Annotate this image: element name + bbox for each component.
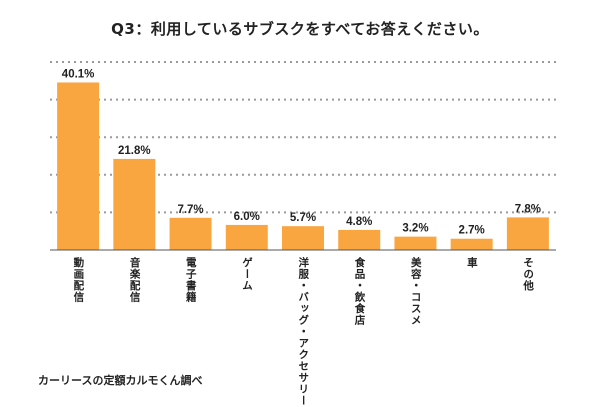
- category-label-4: ゲーム: [241, 257, 254, 292]
- category-label-2: 音楽配信: [128, 257, 141, 303]
- category-label-9: その他: [522, 257, 535, 292]
- category-label-5: 洋服・バッグ・アクセサリー: [297, 257, 310, 407]
- bar-7: [394, 236, 437, 250]
- value-label-4: 6.0%: [234, 211, 260, 223]
- category-label-3: 電子書籍: [184, 257, 197, 303]
- value-label-9: 7.8%: [515, 203, 541, 215]
- bar-5: [282, 226, 324, 250]
- category-label-7: 美容・コスメ: [409, 257, 422, 326]
- bars: [57, 82, 549, 251]
- bar-8: [450, 238, 493, 250]
- value-label-3: 7.7%: [177, 204, 203, 216]
- bar-9: [506, 217, 549, 250]
- bar-1: [57, 82, 100, 251]
- value-label-2: 21.8%: [118, 145, 151, 157]
- chart-title: Q3：利用しているサブスクをすべてお答えください。: [111, 20, 489, 38]
- value-label-5: 5.7%: [290, 212, 316, 224]
- value-label-1: 40.1%: [62, 68, 95, 80]
- category-label-8: 車: [465, 257, 478, 269]
- bar-4: [225, 224, 268, 250]
- bar-3: [169, 217, 212, 250]
- bar-6: [338, 229, 381, 250]
- category-label-1: 動画配信: [72, 257, 85, 303]
- source-note: カーリースの定額カルモくん調べ: [38, 374, 203, 387]
- value-labels: 40.1% 21.8% 7.7% 6.0% 5.7% 4.8% 3.2% 2.7% 7.8%: [62, 68, 541, 236]
- bar-2: [113, 158, 156, 250]
- value-label-6: 4.8%: [346, 216, 372, 228]
- category-label-6: 食品・飲食店: [353, 257, 366, 326]
- value-label-7: 3.2%: [402, 223, 428, 235]
- gridlines: [50, 61, 556, 214]
- value-label-8: 2.7%: [459, 225, 485, 237]
